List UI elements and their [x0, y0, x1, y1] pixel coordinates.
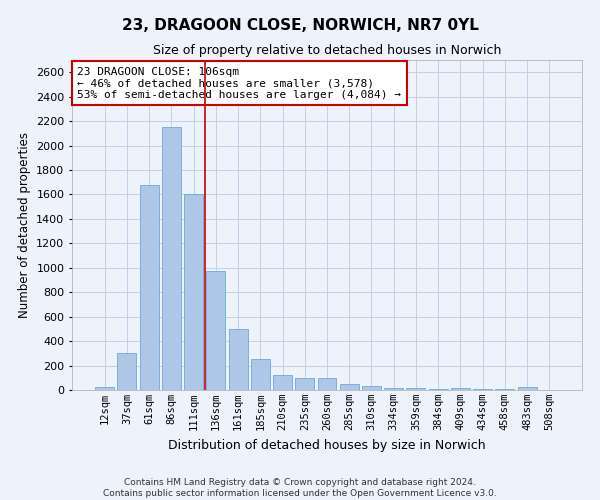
Text: 23, DRAGOON CLOSE, NORWICH, NR7 0YL: 23, DRAGOON CLOSE, NORWICH, NR7 0YL: [122, 18, 478, 32]
Bar: [384, 388, 403, 390]
Bar: [518, 387, 536, 390]
Bar: [473, 389, 492, 390]
Bar: [451, 388, 470, 390]
Bar: [362, 386, 381, 390]
Bar: [273, 374, 292, 390]
X-axis label: Distribution of detached houses by size in Norwich: Distribution of detached houses by size …: [168, 438, 486, 452]
Bar: [251, 360, 270, 390]
Bar: [317, 378, 337, 390]
Text: 23 DRAGOON CLOSE: 106sqm
← 46% of detached houses are smaller (3,578)
53% of sem: 23 DRAGOON CLOSE: 106sqm ← 46% of detach…: [77, 66, 401, 100]
Bar: [162, 127, 181, 390]
Bar: [206, 272, 225, 390]
Bar: [184, 194, 203, 390]
Bar: [429, 389, 448, 390]
Bar: [118, 354, 136, 390]
Title: Size of property relative to detached houses in Norwich: Size of property relative to detached ho…: [153, 44, 501, 58]
Bar: [406, 388, 425, 390]
Y-axis label: Number of detached properties: Number of detached properties: [17, 132, 31, 318]
Bar: [340, 384, 359, 390]
Bar: [95, 387, 114, 390]
Text: Contains HM Land Registry data © Crown copyright and database right 2024.
Contai: Contains HM Land Registry data © Crown c…: [103, 478, 497, 498]
Bar: [229, 329, 248, 390]
Bar: [140, 186, 158, 390]
Bar: [295, 378, 314, 390]
